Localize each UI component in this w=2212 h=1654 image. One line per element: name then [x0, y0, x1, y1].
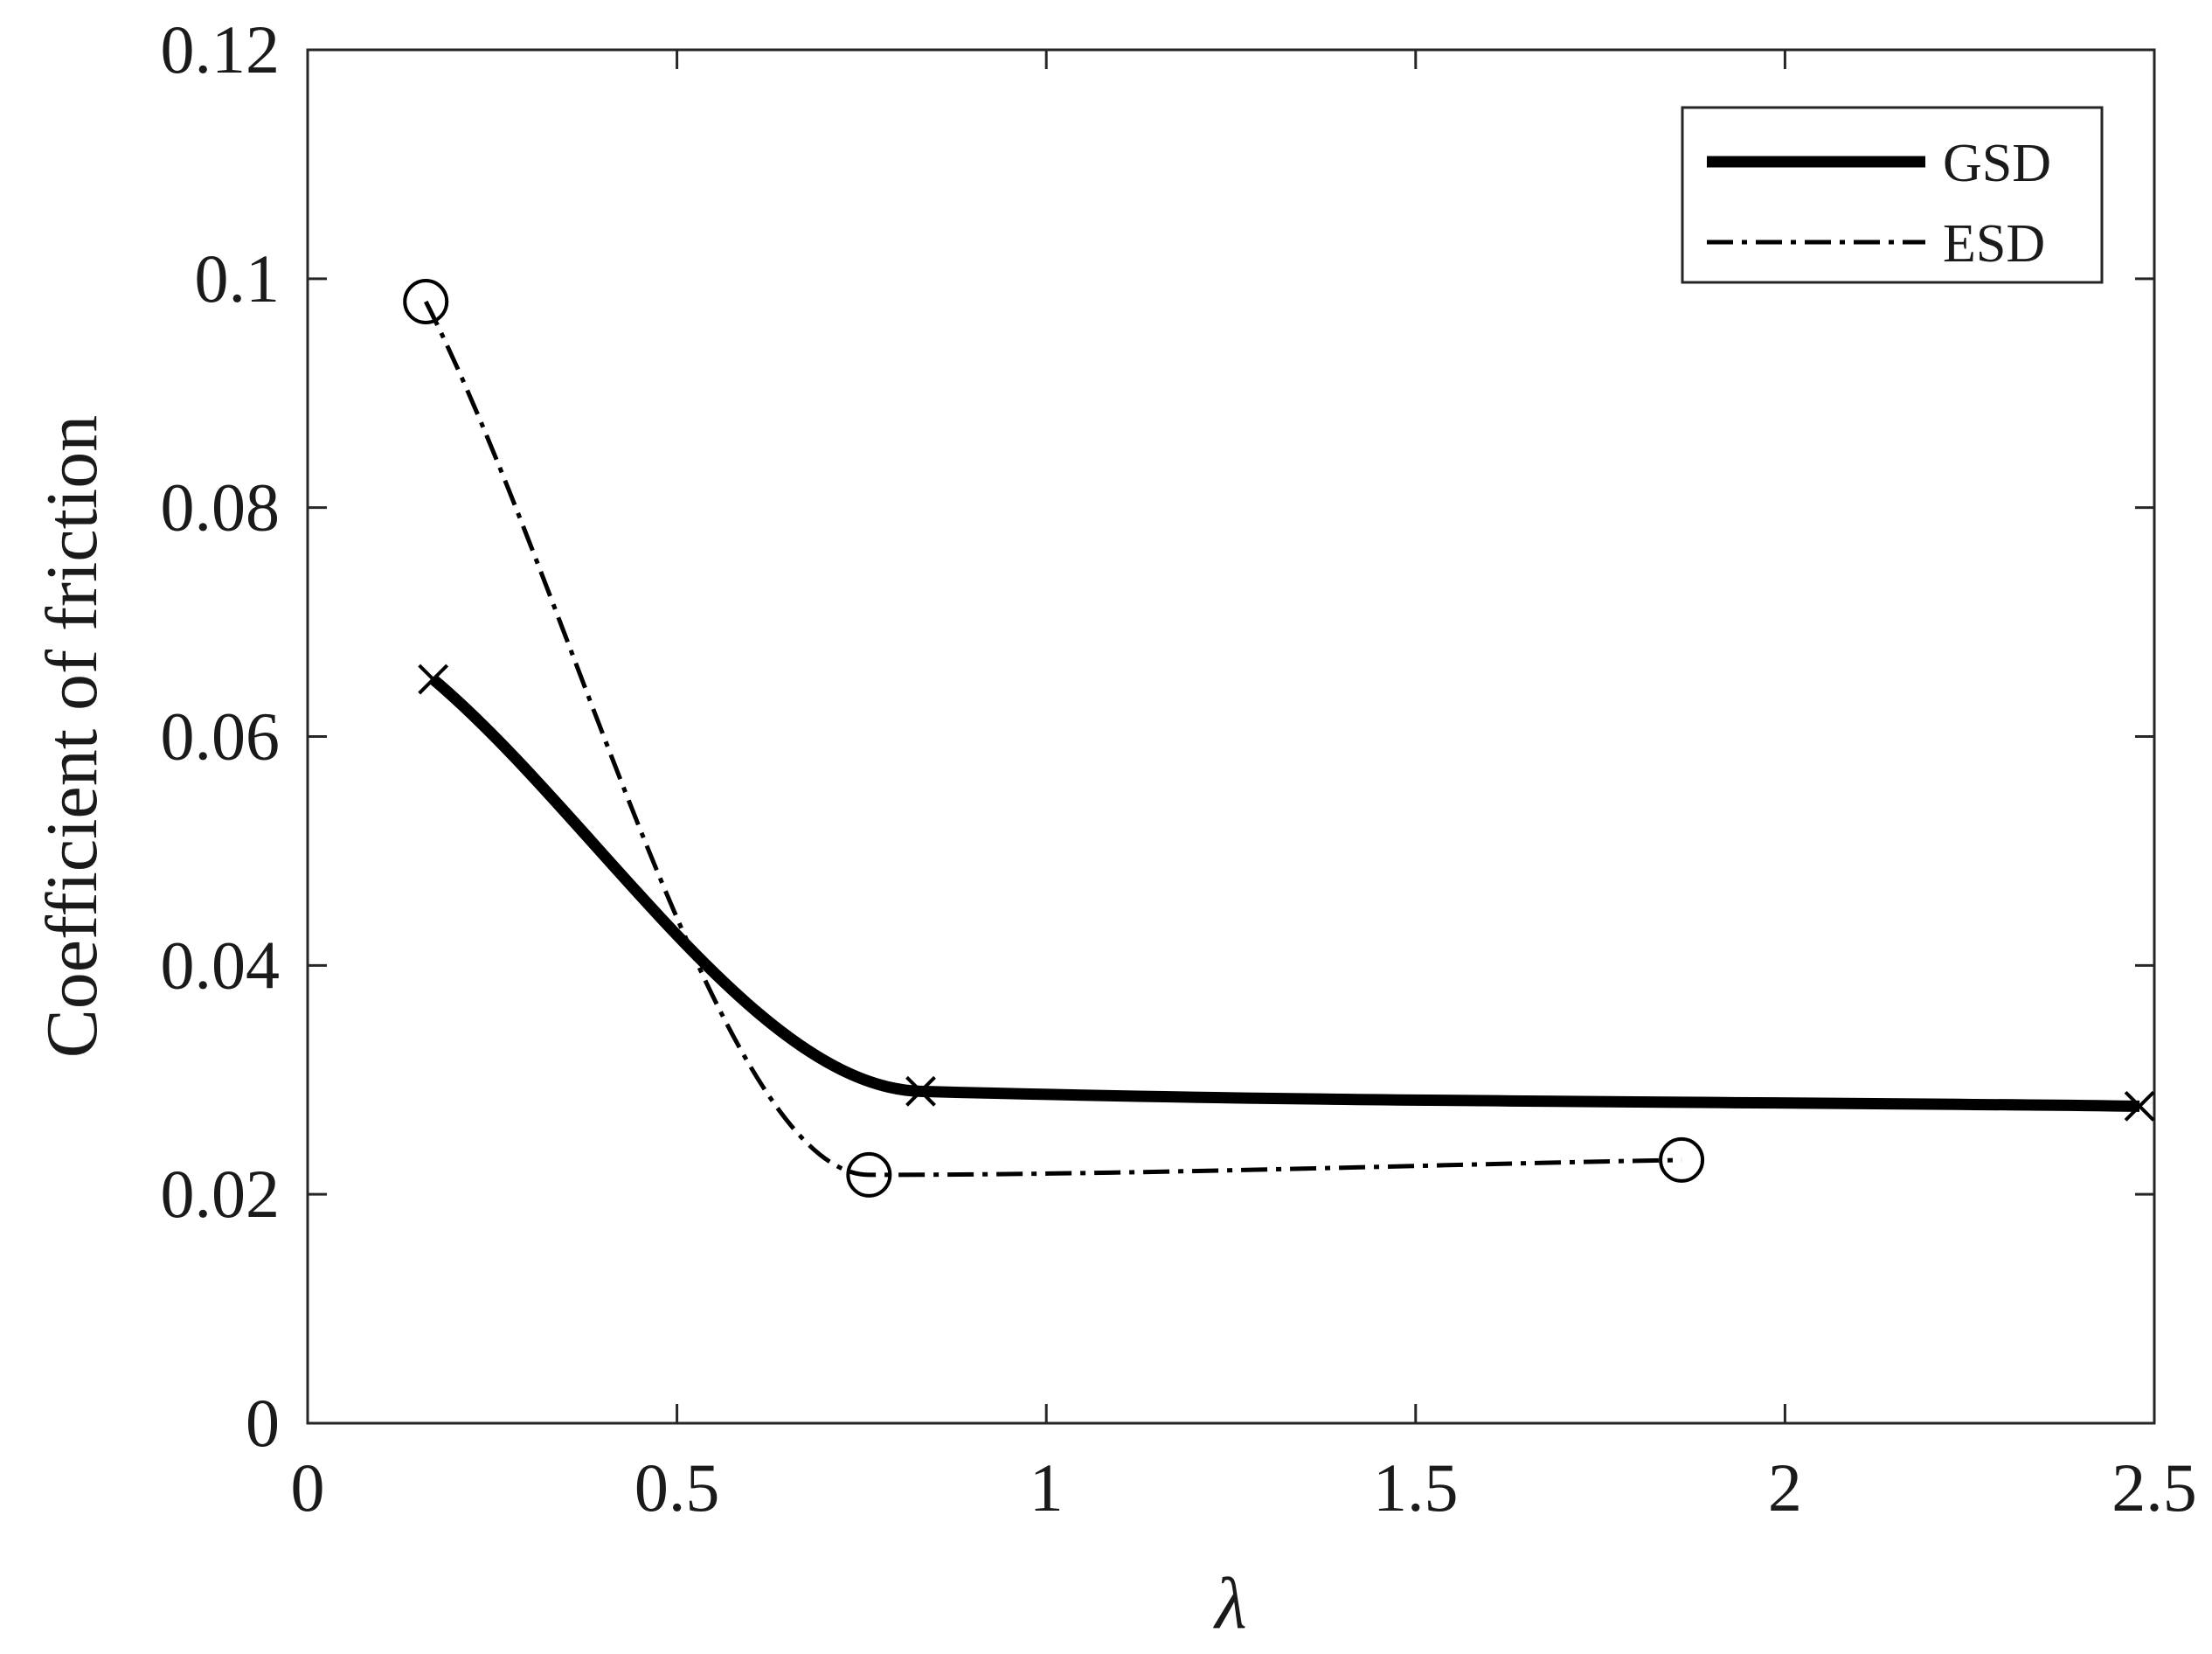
x-axis-label: λ: [1212, 1563, 1246, 1644]
data-point-gsd: [2124, 1090, 2155, 1122]
y-tick-label: 0.06: [161, 698, 281, 775]
x-tick-label: 1: [1030, 1449, 1064, 1525]
legend-label-gsd: GSD: [1943, 134, 2051, 193]
data-point-gsd: [418, 664, 449, 695]
data-point-gsd: [905, 1075, 936, 1107]
series-line-gsd: [429, 675, 2140, 1112]
legend-box: [1681, 106, 2104, 284]
y-tick-label: 0: [246, 1385, 280, 1461]
y-tick-label: 0.02: [161, 1156, 281, 1232]
legend: GSD ESD: [1681, 106, 2104, 284]
y-tick-label: 0.04: [161, 927, 281, 1003]
data-point-esd: [846, 1151, 892, 1198]
y-axis-label: Coefficient of friction: [31, 415, 113, 1059]
axis-ticks: 0 0.5 1 1.5 2 2.5 0 0.02 0.04 0.06 0.08 0.1 0.12: [161, 11, 2197, 1525]
y-tick-label: 0.08: [161, 469, 281, 546]
x-tick-label: 2.5: [2111, 1449, 2197, 1525]
data-point-esd: [1659, 1136, 1705, 1183]
data-point-esd: [403, 279, 449, 325]
series-line-esd: [424, 300, 1682, 1178]
y-tick-label: 0.12: [161, 11, 281, 87]
y-tick-label: 0.1: [195, 240, 281, 316]
x-tick-label: 0: [291, 1449, 325, 1525]
x-tick-label: 1.5: [1373, 1449, 1459, 1525]
series-layer: [403, 279, 2155, 1198]
x-tick-label: 0.5: [634, 1449, 720, 1525]
legend-label-esd: ESD: [1943, 214, 2045, 274]
x-tick-label: 2: [1768, 1449, 1802, 1525]
